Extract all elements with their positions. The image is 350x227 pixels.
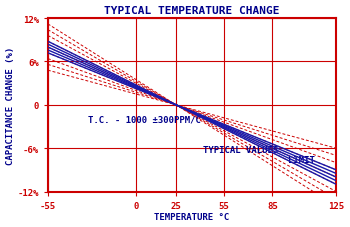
Text: TYPICAL VALUES: TYPICAL VALUES bbox=[203, 146, 279, 155]
Text: LIMIT: LIMIT bbox=[288, 155, 315, 164]
Title: TYPICAL TEMPERATURE CHANGE: TYPICAL TEMPERATURE CHANGE bbox=[104, 5, 280, 15]
X-axis label: TEMPERATURE °C: TEMPERATURE °C bbox=[154, 212, 230, 222]
Text: T.C. - 1000 ±300PPM/C: T.C. - 1000 ±300PPM/C bbox=[88, 115, 201, 124]
Y-axis label: CAPACITANCE CHANGE (%): CAPACITANCE CHANGE (%) bbox=[6, 47, 15, 164]
